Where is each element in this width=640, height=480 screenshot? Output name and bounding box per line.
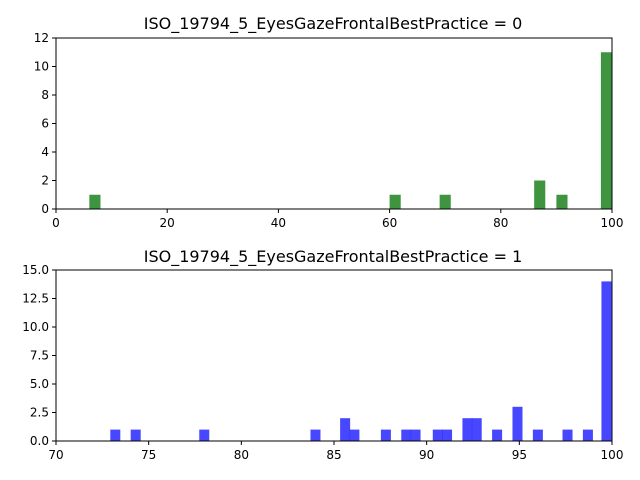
histogram-bar — [199, 429, 210, 441]
x-tick-label: 100 — [601, 216, 624, 230]
y-tick-label: 2.5 — [30, 406, 49, 420]
y-axis-ticks: 0.0 2.5 5.0 7.5 10.0 12.5 15.0 — [22, 263, 56, 448]
x-tick-label: 70 — [48, 448, 63, 462]
x-tick-label: 75 — [141, 448, 156, 462]
histogram-bar — [471, 418, 482, 441]
histogram-bar — [310, 429, 321, 441]
axes-spines — [55, 269, 613, 442]
x-tick-label: 90 — [419, 448, 434, 462]
y-tick-label: 10 — [34, 60, 49, 74]
y-tick-label: 2 — [41, 174, 49, 188]
histogram-bar — [349, 429, 360, 441]
axes-spines — [55, 37, 613, 210]
histogram-bar — [534, 180, 546, 209]
x-tick-label: 100 — [601, 448, 624, 462]
histogram-bar — [340, 418, 351, 441]
x-tick-label: 80 — [493, 216, 508, 230]
histogram-bar — [462, 418, 473, 441]
histogram-bar — [601, 281, 612, 441]
x-tick-label: 60 — [382, 216, 397, 230]
y-tick-label: 0.0 — [30, 434, 49, 448]
x-tick-label: 40 — [271, 216, 286, 230]
histogram-bar — [600, 52, 612, 209]
x-axis-ticks: 0 20 40 60 80 100 — [52, 209, 623, 230]
axes-frame — [55, 269, 613, 442]
histogram-bar — [562, 429, 573, 441]
histogram-bar — [380, 429, 391, 441]
y-tick-label: 15.0 — [22, 263, 49, 277]
y-tick-label: 0 — [41, 202, 49, 216]
histogram-bar — [432, 429, 443, 441]
histogram-bar — [492, 429, 503, 441]
x-tick-label: 0 — [52, 216, 60, 230]
y-tick-label: 12.5 — [22, 292, 49, 306]
histogram-bar — [512, 406, 523, 441]
histogram-bar — [89, 194, 101, 209]
y-tick-label: 6 — [41, 117, 49, 131]
chart-title: ISO_19794_5_EyesGazeFrontalBestPractice … — [144, 14, 523, 34]
bar-group — [89, 52, 612, 209]
histogram-bar — [389, 194, 401, 209]
histogram-bar — [442, 429, 453, 441]
histogram-bar — [439, 194, 451, 209]
histogram-bar — [532, 429, 543, 441]
y-tick-label: 5.0 — [30, 377, 49, 391]
bar-group — [110, 281, 612, 441]
chart-title: ISO_19794_5_EyesGazeFrontalBestPractice … — [144, 247, 523, 267]
axes-frame — [55, 37, 613, 210]
histogram-bar — [130, 429, 141, 441]
x-tick-label: 85 — [326, 448, 341, 462]
x-axis-ticks: 70 75 80 85 90 95 100 — [48, 441, 623, 462]
subplot-eyes-gaze-0: ISO_19794_5_EyesGazeFrontalBestPractice … — [34, 14, 624, 230]
x-tick-label: 95 — [512, 448, 527, 462]
subplot-eyes-gaze-1: ISO_19794_5_EyesGazeFrontalBestPractice … — [22, 247, 623, 462]
histogram-bar — [401, 429, 412, 441]
y-axis-ticks: 0 2 4 6 8 10 12 — [34, 31, 56, 216]
y-tick-label: 4 — [41, 145, 49, 159]
y-tick-label: 12 — [34, 31, 49, 45]
histogram-bar — [410, 429, 421, 441]
x-tick-label: 80 — [234, 448, 249, 462]
histogram-bar — [110, 429, 121, 441]
histogram-bar — [582, 429, 593, 441]
y-tick-label: 8 — [41, 88, 49, 102]
x-tick-label: 20 — [160, 216, 175, 230]
y-tick-label: 10.0 — [22, 320, 49, 334]
histogram-bar — [556, 194, 568, 209]
y-tick-label: 7.5 — [30, 349, 49, 363]
